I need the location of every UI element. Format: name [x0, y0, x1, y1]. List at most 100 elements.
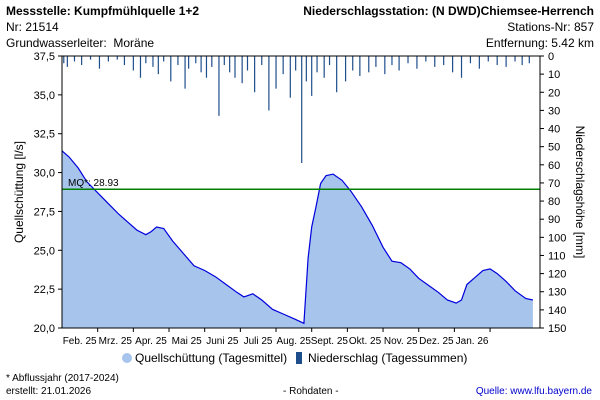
- precip-bar: [452, 56, 454, 73]
- legend-discharge-label: Quellschüttung (Tagesmittel): [135, 351, 287, 365]
- x-axis: Feb. 25 Mrz. 25 Apr. 25 Mai 25 Juni 25 Juli 2…: [63, 328, 491, 347]
- y-axis-right: 0 10 20 30 40 50 60 70 80 90 100 110 120 130 140 150: [540, 51, 566, 335]
- y2-tick-label: 100: [548, 232, 566, 244]
- precip-bar: [139, 56, 142, 78]
- precip-bar: [496, 56, 498, 66]
- precip-bar: [398, 56, 400, 71]
- precip-bar: [241, 56, 243, 84]
- precip-bar: [425, 56, 427, 62]
- precip-bar: [229, 56, 231, 73]
- discharge-area: [62, 150, 533, 328]
- precip-bar: [469, 56, 472, 64]
- precip-bar: [434, 56, 436, 67]
- precip-bar: [311, 56, 313, 96]
- precip-bar: [416, 56, 418, 69]
- precip-bar: [246, 56, 249, 71]
- y-tick-label: 20,0: [34, 323, 55, 335]
- source-label: Quelle:: [475, 386, 508, 397]
- aquifer: Grundwasserleiter: Moräne: [6, 36, 154, 50]
- precip-bar: [282, 56, 284, 75]
- source: Quelle: www.lfu.bayern.de: [476, 386, 592, 397]
- mq-label: MQ*: 28.93: [68, 178, 119, 189]
- precip-bar: [116, 56, 118, 60]
- precip-station-title: Niederschlagsstation: (N DWD)Chiemsee-He…: [303, 4, 594, 18]
- x-tick-label: Aug. 25: [276, 336, 311, 347]
- precip-bar: [268, 56, 270, 111]
- y2-tick-label: 120: [548, 269, 566, 281]
- precip-bar: [218, 56, 220, 116]
- y2-tick-label: 140: [548, 305, 566, 317]
- precip-bar: [295, 56, 297, 71]
- precip-bar: [107, 56, 109, 62]
- precip-bar: [487, 56, 489, 62]
- y-axis-left: 20,0 22,5 25,0 27,5 30,0 32,5 35,0 37,5: [34, 51, 62, 335]
- y2-tick-label: 80: [548, 196, 560, 208]
- y-tick-label: 22,5: [34, 284, 55, 296]
- x-tick-label: Dez. 25: [419, 336, 454, 347]
- precip-bar: [188, 56, 190, 69]
- precip-bar: [443, 56, 445, 66]
- precip-station-distance: Entfernung: 5.42 km: [485, 36, 594, 50]
- precip-bar: [460, 56, 463, 78]
- y2-tick-label: 130: [548, 287, 566, 299]
- x-tick-label: Juli 25: [244, 336, 273, 347]
- x-tick-label: Juni 25: [206, 336, 239, 347]
- precip-bar: [368, 56, 370, 73]
- precip-bar: [328, 56, 331, 66]
- legend-discharge-swatch: [122, 353, 132, 363]
- y2-tick-label: 40: [548, 124, 560, 136]
- y-axis-title: Quellschüttung [l/s]: [12, 141, 26, 243]
- precip-bar: [391, 56, 393, 66]
- precip-bar: [478, 56, 480, 69]
- y2-tick-label: 70: [548, 178, 560, 190]
- precip-bar: [336, 56, 338, 93]
- precip-bar: [505, 56, 507, 67]
- y2-tick-label: 110: [548, 250, 566, 262]
- precip-bar: [205, 56, 208, 78]
- precip-bar: [98, 56, 101, 69]
- y2-tick-label: 50: [548, 142, 560, 154]
- precip-bar: [359, 56, 361, 76]
- station-number: Nr: 21514: [6, 20, 59, 34]
- y2-axis-title: Niederschlagshöhe [mm]: [573, 126, 587, 259]
- precip-bar: [344, 56, 347, 82]
- y-tick-label: 25,0: [34, 245, 55, 257]
- precip-station-number: Stations-Nr: 857: [507, 20, 594, 34]
- precip-bar: [170, 56, 172, 82]
- precip-bar: [184, 56, 186, 89]
- x-tick-label: Apr. 25: [135, 336, 167, 347]
- x-tick-label: Nov. 25: [384, 336, 418, 347]
- x-tick-label: Okt. 25: [349, 336, 382, 347]
- precip-bar: [261, 56, 263, 66]
- precip-bar: [145, 56, 147, 64]
- y2-tick-label: 20: [548, 87, 560, 99]
- precip-bar: [132, 56, 134, 71]
- precip-bar: [384, 56, 386, 75]
- precip-bar: [123, 56, 126, 66]
- y2-tick-label: 10: [548, 69, 560, 81]
- footnote: * Abflussjahr (2017-2024): [6, 373, 119, 384]
- precip-bar: [152, 56, 154, 67]
- x-tick-label: Mrz. 25: [99, 336, 133, 347]
- precip-bar: [163, 56, 165, 62]
- precip-bar: [234, 56, 236, 78]
- precip-bar: [254, 56, 256, 93]
- y2-tick-label: 30: [548, 105, 560, 117]
- precip-bar: [352, 56, 354, 71]
- precip-bars: [63, 56, 530, 163]
- precip-bar: [66, 56, 68, 67]
- precip-bar: [289, 56, 291, 98]
- source-link[interactable]: www.lfu.bayern.de: [510, 386, 592, 397]
- precip-bar: [73, 56, 76, 62]
- plot-frame: [61, 55, 541, 329]
- y-tick-label: 35,0: [34, 90, 55, 102]
- precip-bar: [323, 56, 325, 78]
- y2-tick-label: 150: [548, 323, 566, 335]
- legend-precip-label: Niederschlag (Tagessummen): [308, 351, 467, 365]
- precip-bar: [177, 56, 179, 66]
- y-tick-label: 32,5: [34, 129, 55, 141]
- y2-tick-label: 90: [548, 214, 560, 226]
- precip-bar: [81, 56, 83, 66]
- precip-bar: [375, 56, 377, 67]
